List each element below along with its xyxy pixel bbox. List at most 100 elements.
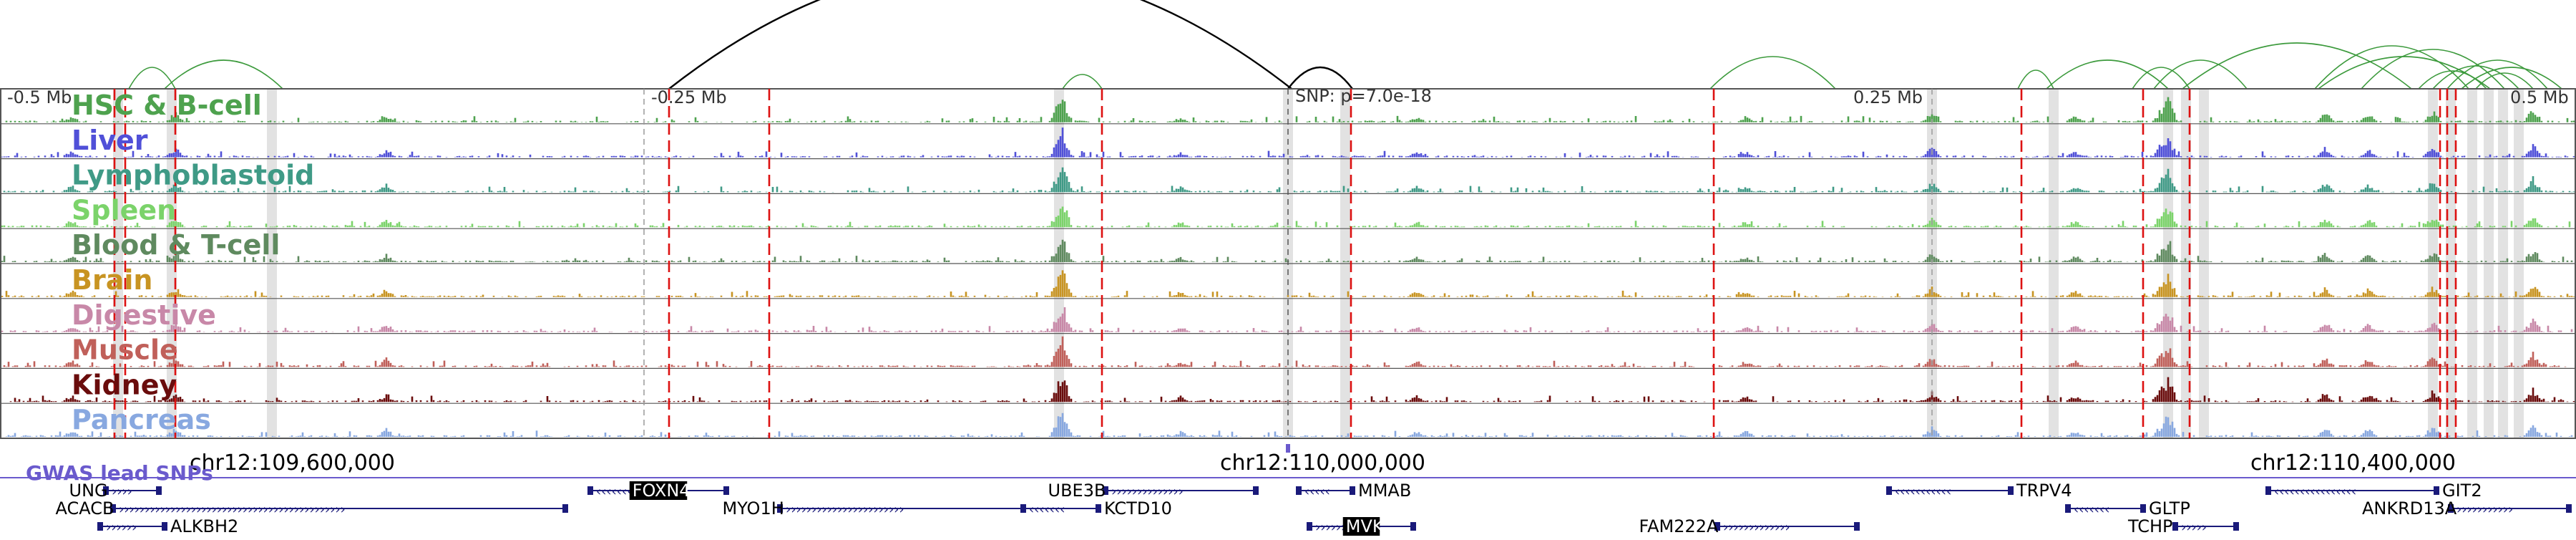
signal-2 [3, 167, 2575, 193]
gene-label: FOXN4 [633, 481, 691, 501]
svg-text:‹‹‹‹‹‹‹‹‹‹‹‹‹‹‹‹: ‹‹‹‹‹‹‹‹‹‹‹‹‹‹‹‹ [2274, 484, 2356, 499]
svg-text:›››››››››››: ››››››››››› [2457, 502, 2513, 517]
gwas-track-label: GWAS lead SNPs [26, 461, 213, 485]
green-loop-2 [1062, 74, 1103, 90]
track-label-0: HSC & B-cell [72, 90, 262, 121]
gene-label: MMAB [1358, 481, 1411, 501]
gene-tchp: ››››› TCHP [2127, 516, 2239, 536]
red-snp-lines [113, 89, 2457, 438]
gene-label: MYO1H [723, 498, 784, 519]
green-loop-3 [1709, 56, 1836, 90]
green-loop-1 [164, 59, 283, 90]
gene-label: GLTP [2149, 498, 2190, 519]
green-loop-13 [2461, 67, 2562, 90]
gene-mvk: ››››››››››MVK [1307, 516, 1416, 536]
gene-git2: ‹‹‹‹‹‹‹‹‹‹‹‹‹‹‹‹ GIT2 [2265, 481, 2482, 501]
green-loop-10 [2418, 70, 2487, 90]
track-5 [0, 270, 2576, 299]
svg-text:›››››››››››››››››››››››: ››››››››››››››››››››››› [786, 502, 904, 517]
svg-text:‹‹‹‹‹‹‹‹‹‹‹: ‹‹‹‹‹‹‹‹‹‹‹ [1895, 484, 1951, 499]
gene-mmab: ‹‹‹‹‹ MMAB [1296, 481, 1411, 501]
green-loop-9 [2314, 45, 2469, 90]
gene-highlight-box [629, 481, 688, 500]
signal-1 [1, 127, 2575, 158]
track-labels: HSC & B-cell Liver LymphoblastoidSpleenBlo… [72, 90, 314, 435]
track-3 [0, 206, 2576, 229]
gene-trpv4: ‹‹‹‹‹‹‹‹‹‹‹ TRPV4 [1886, 481, 2072, 501]
green-loop-4 [2017, 69, 2054, 90]
gene-myo1h: ›››››››››››››››››››››››MYO1H [723, 498, 1026, 519]
track-label-4: Blood & T-cell [72, 229, 280, 261]
svg-text:‹‹‹‹‹‹‹: ‹‹‹‹‹‹‹ [1029, 502, 1065, 517]
svg-text:››››››: ›››››› [106, 520, 137, 535]
svg-text:‹‹‹‹‹: ‹‹‹‹‹ [1304, 484, 1330, 499]
signal-9 [0, 413, 2573, 437]
green-loop-15 [2318, 56, 2491, 90]
gene-alkbh2: ›››››› ALKBH2 [97, 516, 238, 536]
track-label-6: Digestive [72, 299, 216, 331]
green-loop-0 [128, 67, 176, 90]
green-loop-16 [2446, 59, 2548, 90]
signal-4 [0, 239, 2573, 262]
track-label-9: Pancreas [72, 404, 211, 435]
gene-label: UNG [69, 481, 108, 501]
gene-ankrd13a: ›››››››››››ANKRD13A [2362, 498, 2572, 519]
coordinate-label-3: chr12:110,400,000 [2250, 450, 2456, 476]
svg-text:››››››››››››››: ›››››››››››››› [1111, 484, 1184, 499]
snp-loop-0 [668, 0, 1292, 90]
scale-label-minus-0-25: -0.25 Mb [651, 87, 727, 107]
svg-text:‹‹‹‹‹‹‹: ‹‹‹‹‹‹‹ [2074, 502, 2109, 517]
green-loop-11 [2432, 65, 2519, 90]
track-1 [0, 127, 2576, 160]
track-label-2: Lymphoblastoid [72, 160, 314, 191]
scale-label-plus-0-5: 0.5 Mb [2510, 87, 2569, 107]
gene-label: UBE3B [1048, 481, 1106, 501]
gene-fam222a: ››››››››››››› FAM222A [1639, 516, 1860, 536]
panel-frame [0, 88, 2576, 439]
green-loop-8 [2182, 42, 2412, 90]
signal-8 [0, 377, 2575, 402]
track-label-8: Kidney [72, 369, 177, 400]
signal-3 [0, 206, 2571, 228]
green-loop-7 [2153, 59, 2248, 90]
signal-6 [0, 307, 2573, 332]
gene-acacb: ››››››››››››››››››››››››››››››››››››››››… [56, 498, 568, 519]
gene-gltp: ‹‹‹‹‹‹‹ GLTP [2065, 498, 2190, 519]
svg-text:››››: ›››› [112, 484, 132, 499]
gene-label: TRPV4 [2016, 481, 2072, 501]
gene-label: MVK [1346, 516, 1385, 536]
track-7 [0, 336, 2576, 370]
scale-label-plus-0-25: 0.25 Mb [1853, 87, 1923, 107]
gene-label: ACACB [56, 498, 114, 519]
track-label-1: Liver [72, 125, 148, 156]
snp-pvalue-label: SNP: p=7.0e-18 [1295, 86, 1432, 106]
svg-text:››››››››››››››››››››››››››››››: ››››››››››››››››››››››››››››››››››››››››… [119, 502, 346, 517]
track-label-7: Muscle [72, 334, 178, 366]
signal-7 [0, 336, 2567, 367]
chromatin-loops [128, 0, 2562, 90]
gwas-snp-marker [1286, 444, 1290, 453]
green-loop-6 [2132, 67, 2190, 90]
gene-label: KCTD10 [1104, 498, 1172, 519]
svg-text:›››››››››››››: ››››››››››››› [1723, 520, 1790, 535]
gene-annotations: ››››UNG›››››››››››››››››››››››››››››››››… [56, 481, 2572, 536]
signal-5 [1, 270, 2575, 297]
signal-0 [5, 97, 2575, 122]
coordinate-label-1: chr12:109,600,000 [190, 450, 395, 476]
gene-highlight-box [1342, 517, 1380, 536]
scale-label-minus-0-5: -0.5 Mb [7, 87, 72, 107]
green-loop-5 [2046, 59, 2169, 90]
gene-ung: ›››› UNG [69, 481, 162, 501]
gene-foxn4: ‹‹‹‹‹‹‹‹‹‹‹‹‹FOXN4 [587, 481, 729, 501]
gene-kctd10: ‹‹‹‹‹‹‹ KCTD10 [1020, 498, 1172, 519]
svg-text:›››››: ››››› [2181, 520, 2207, 535]
snp-loop-1 [1287, 66, 1353, 90]
gene-ube3b: ›››››››››››››› UBE3B [1048, 481, 1259, 501]
gene-label: ALKBH2 [170, 516, 238, 536]
track-label-3: Spleen [72, 194, 176, 226]
gene-label: FAM222A [1639, 516, 1719, 536]
gene-label: ANKRD13A [2362, 498, 2457, 519]
coordinate-label-2: chr12:110,000,000 [1220, 450, 1425, 476]
